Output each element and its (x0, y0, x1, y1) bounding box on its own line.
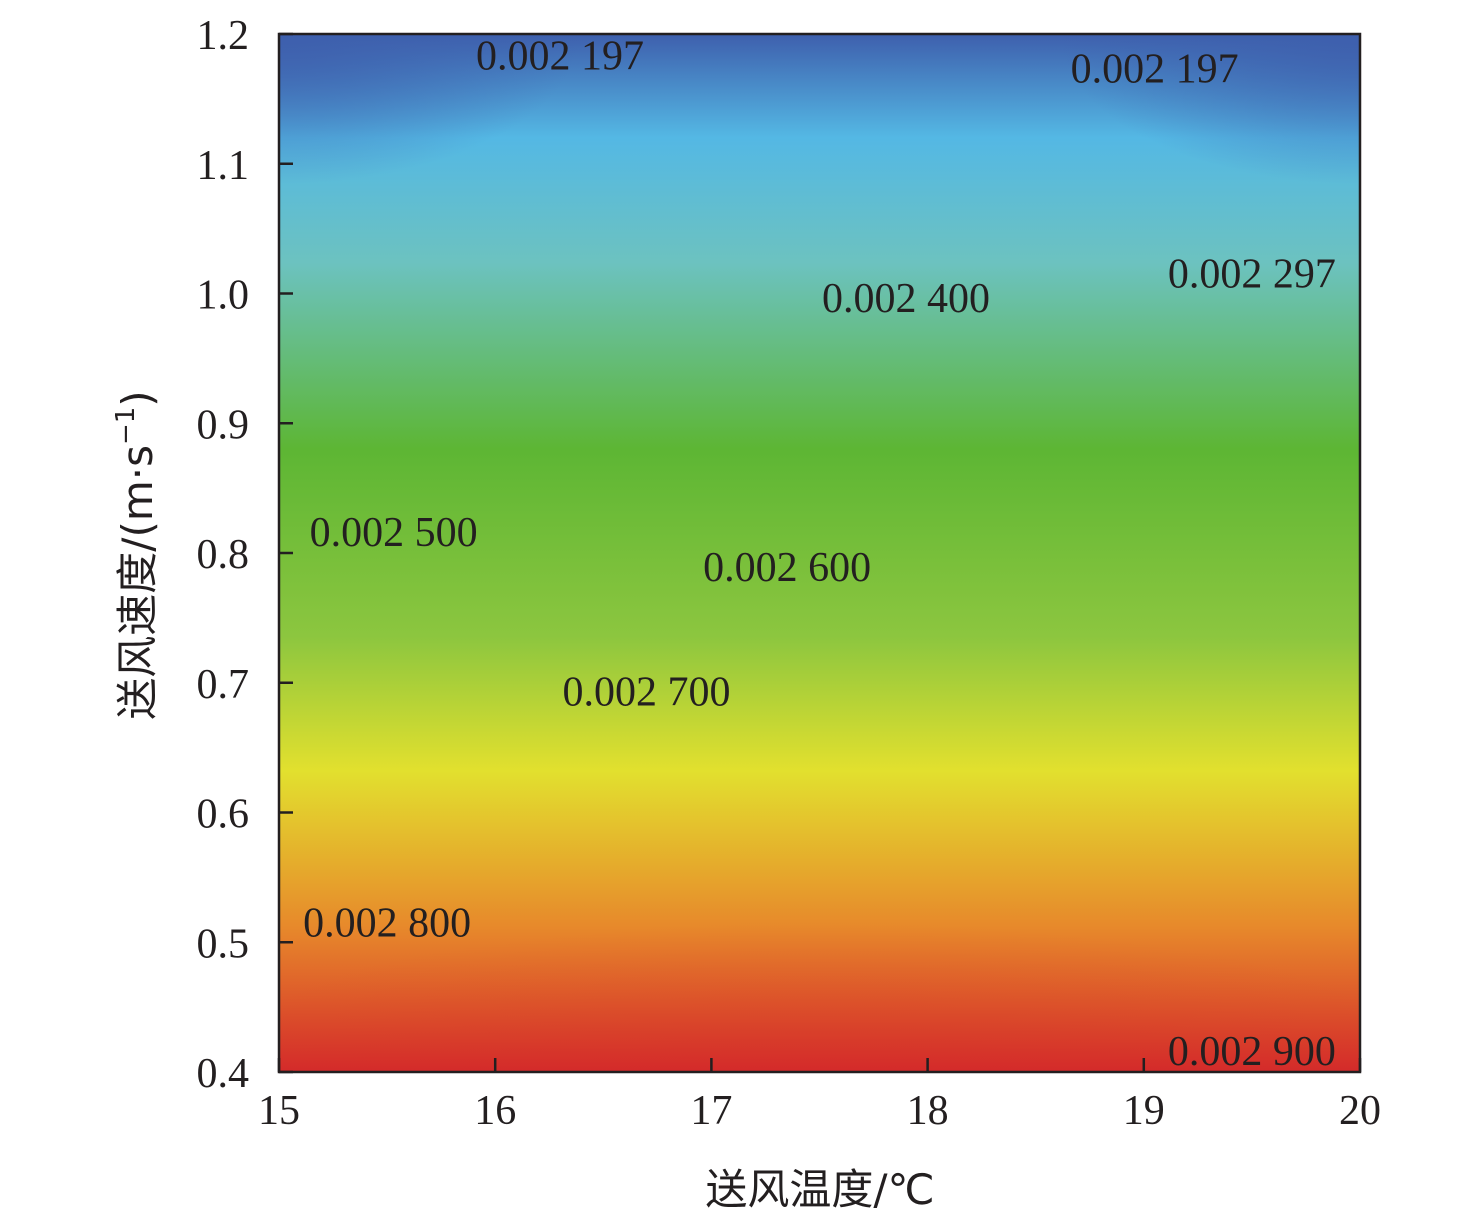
y-axis-title-close: ) (113, 390, 162, 406)
x-tick-label: 19 (1123, 1088, 1165, 1134)
x-tick-label: 18 (907, 1088, 949, 1134)
y-tick-label: 0.6 (197, 792, 250, 838)
x-axis-title: 送风温度/℃ (705, 1165, 934, 1214)
contour-label-1: 0.002 197 (476, 34, 644, 80)
contour-label-7: 0.002 700 (563, 669, 731, 715)
contour-labels: 0.002 197 0.002 197 0.002 297 0.002 400 0.00… (303, 34, 1336, 1075)
y-tick-label: 0.7 (197, 662, 250, 708)
x-axis: 15 16 17 18 19 20 (258, 1058, 1381, 1134)
x-tick-label: 20 (1339, 1088, 1381, 1134)
y-tick-label: 1.2 (197, 13, 250, 59)
y-tick-label: 0.8 (197, 532, 250, 578)
contour-label-9: 0.002 900 (1168, 1029, 1336, 1075)
y-tick-label: 1.0 (197, 273, 250, 319)
y-tick-label: 0.4 (197, 1051, 250, 1097)
contour-label-8: 0.002 800 (303, 900, 471, 946)
contour-label-5: 0.002 500 (310, 510, 478, 556)
y-tick-label: 0.5 (197, 921, 250, 967)
heatmap-corner-shade-left (279, 34, 579, 184)
y-axis-title-superscript: −1 (111, 407, 141, 445)
contour-label-6: 0.002 600 (703, 545, 871, 591)
svg-text:送风速度/(m·s−1): 送风速度/(m·s−1) (111, 390, 162, 719)
contour-label-4: 0.002 400 (822, 276, 990, 322)
y-tick-label: 0.9 (197, 402, 250, 448)
y-axis: 0.4 0.5 0.6 0.7 0.8 0.9 1.0 1.1 1.2 (197, 13, 293, 1097)
plot-area: 0.002 197 0.002 197 0.002 297 0.002 400 0.00… (279, 34, 1360, 1075)
heatmap-corner-shade-right (1060, 34, 1360, 184)
x-tick-label: 15 (258, 1088, 300, 1134)
x-tick-label: 17 (690, 1088, 732, 1134)
heatmap-bottom-shade (279, 820, 1360, 1072)
y-axis-title-main: 送风速度/(m·s (113, 445, 162, 720)
contour-label-2: 0.002 197 (1071, 47, 1239, 93)
y-axis-title: 送风速度/(m·s−1) (111, 390, 162, 719)
contour-label-3: 0.002 297 (1168, 252, 1336, 298)
y-tick-label: 1.1 (197, 143, 250, 189)
x-tick-label: 16 (474, 1088, 516, 1134)
